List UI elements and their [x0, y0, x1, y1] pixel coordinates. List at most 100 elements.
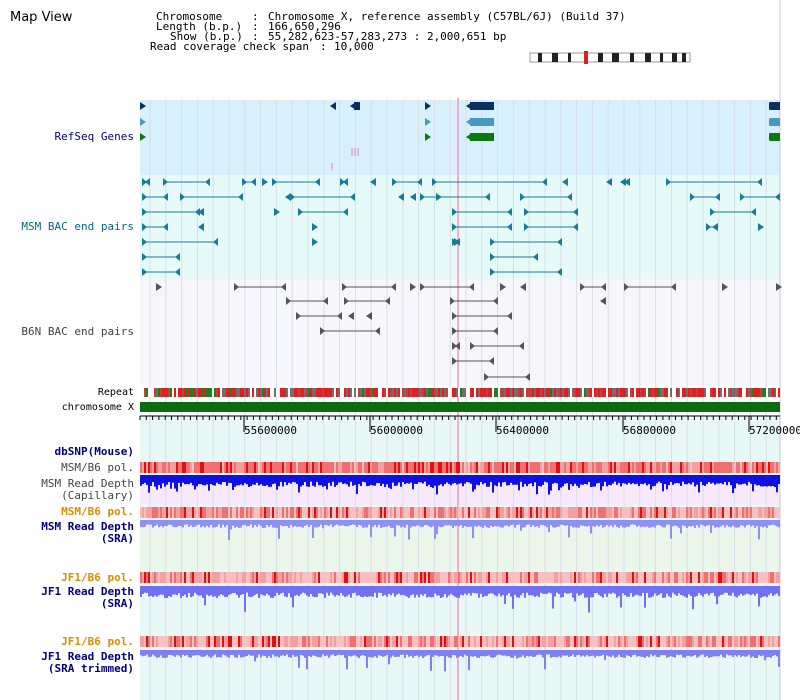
polymorphism-cell [192, 572, 194, 583]
read-depth-bar [278, 520, 280, 539]
polymorphism-cell [406, 572, 408, 583]
polymorphism-cell [174, 636, 176, 647]
read-depth-bar [144, 520, 146, 527]
read-depth-bar [768, 650, 770, 658]
polymorphism-cell [658, 636, 660, 647]
read-depth-bar [472, 475, 474, 492]
repeat-element [594, 388, 596, 397]
polymorphism-cell [530, 507, 532, 518]
read-depth-bar [434, 586, 436, 594]
polymorphism-cell [468, 507, 470, 518]
read-depth-bar [246, 520, 248, 527]
jf1-depth-label-1[interactable]: JF1 Read Depth [41, 585, 134, 598]
read-depth-bar [348, 520, 350, 526]
read-depth-bar [218, 650, 220, 657]
polymorphism-cell [454, 572, 456, 583]
read-depth-bar [140, 520, 142, 528]
bac-end [490, 238, 495, 246]
read-depth-bar [406, 475, 408, 484]
read-depth-bar [366, 586, 368, 597]
repeat-element [402, 388, 404, 397]
read-depth-bar [224, 586, 226, 597]
polymorphism-cell [262, 636, 264, 647]
read-depth-bar [638, 475, 640, 487]
polymorphism-cell [460, 572, 462, 583]
polymorphism-cell [388, 636, 390, 647]
polymorphism-cell [230, 462, 232, 473]
polymorphism-cell [536, 572, 538, 583]
polymorphism-cell [698, 462, 700, 473]
polymorphism-cell [674, 462, 676, 473]
read-depth-bar [286, 520, 288, 527]
refseq-genes-label[interactable]: RefSeq Genes [54, 130, 134, 143]
polymorphism-cell [728, 462, 730, 473]
polymorphism-cell [686, 462, 688, 473]
read-depth-bar [736, 520, 738, 528]
read-depth-bar [260, 586, 262, 595]
repeat-element [598, 388, 600, 397]
polymorphism-cell [502, 636, 504, 647]
read-depth-bar [386, 586, 388, 597]
read-depth-bar [178, 520, 180, 526]
read-depth-bar [712, 650, 714, 657]
repeat-element [394, 388, 396, 397]
read-depth-bar [692, 520, 694, 526]
length-label: Length (b.p.) [156, 20, 243, 33]
polymorphism-cell [560, 572, 562, 583]
polymorphism-cell [346, 572, 348, 583]
read-depth-bar [520, 650, 522, 658]
polymorphism-cell [552, 636, 554, 647]
read-depth-bar [418, 650, 420, 658]
bac-end [706, 223, 711, 231]
bac-end [452, 357, 457, 365]
read-depth-bar [162, 475, 164, 484]
read-depth-bar [226, 520, 228, 526]
read-depth-bar [212, 475, 214, 486]
read-depth-bar [528, 520, 530, 525]
bac-end [624, 283, 629, 291]
polymorphism-cell [294, 572, 296, 583]
polymorphism-cell [196, 572, 198, 583]
repeat-element [462, 388, 464, 397]
bac-end [298, 208, 303, 216]
b6n-bac-label[interactable]: B6N BAC end pairs [21, 325, 134, 338]
read-depth-bar [266, 520, 268, 526]
read-depth-bar [340, 475, 342, 483]
bac-end [251, 178, 256, 186]
jf1-trim-label-1[interactable]: JF1 Read Depth [41, 650, 134, 663]
jf1-pol-label-2[interactable]: JF1/B6 pol. [61, 635, 134, 648]
read-depth-bar [200, 475, 202, 485]
read-depth-bar [300, 520, 302, 527]
polymorphism-cell [586, 462, 588, 473]
read-depth-bar [514, 520, 516, 528]
read-depth-bar [376, 520, 378, 528]
polymorphism-cell [718, 507, 720, 518]
msm-depth-sra-label-1[interactable]: MSM Read Depth [41, 520, 134, 533]
jf1-pol-label-1[interactable]: JF1/B6 pol. [61, 571, 134, 584]
ruler-tick-label: 56400000 [496, 424, 549, 437]
read-depth-bar [302, 520, 304, 528]
read-depth-bar [628, 650, 630, 657]
msm-depth-cap-label-1[interactable]: MSM Read Depth [41, 477, 134, 490]
read-depth-bar [382, 586, 384, 596]
read-depth-bar [444, 475, 446, 485]
repeat-element [260, 388, 262, 397]
read-depth-bar [718, 650, 720, 657]
msm-bac-label[interactable]: MSM BAC end pairs [21, 220, 134, 233]
read-depth-bar [436, 650, 438, 656]
msm-pol-label-1[interactable]: MSM/B6 pol. [61, 461, 134, 474]
repeat-element [262, 388, 264, 397]
bac-end [420, 283, 425, 291]
read-depth-bar [736, 650, 738, 657]
polymorphism-cell [620, 636, 622, 647]
read-depth-bar [366, 520, 368, 528]
read-depth-bar [462, 650, 464, 658]
read-depth-bar [276, 475, 278, 490]
dbsnp-label[interactable]: dbSNP(Mouse) [54, 445, 134, 458]
read-depth-bar [282, 586, 284, 593]
msm-pol-label-2[interactable]: MSM/B6 pol. [61, 505, 134, 518]
read-depth-bar [698, 650, 700, 657]
read-depth-bar [168, 520, 170, 525]
repeat-element [538, 388, 540, 397]
